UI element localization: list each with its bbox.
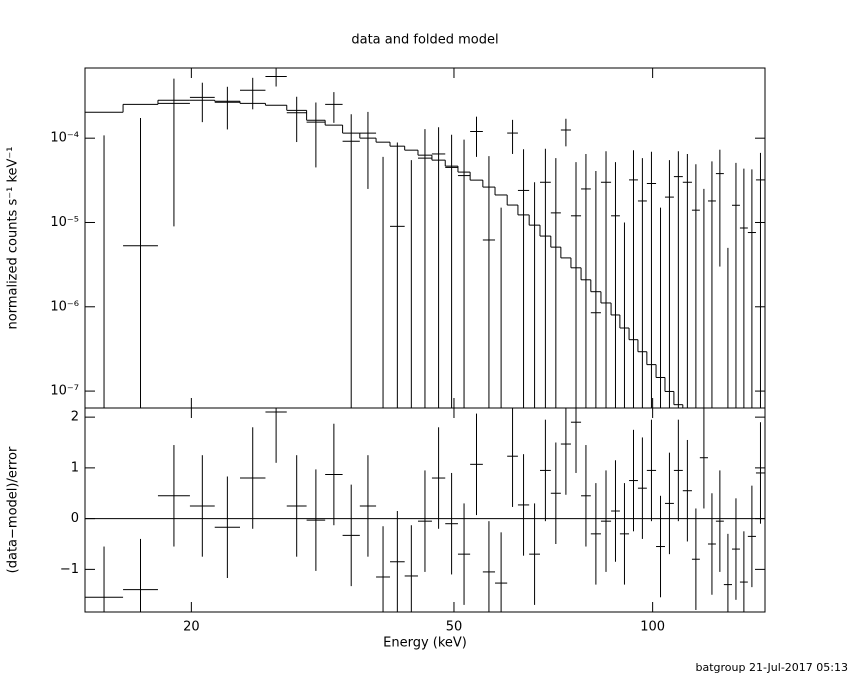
- y-tick-label: 10⁻⁶: [50, 299, 79, 314]
- footer: batgroup 21-Jul-2017 05:13: [696, 661, 849, 674]
- x-tick-label: 100: [640, 620, 665, 635]
- y-tick-label: 10⁻⁵: [50, 215, 79, 230]
- y-axis-label: normalized counts s⁻¹ keV⁻¹: [6, 147, 21, 330]
- y-tick-label: 10⁻⁷: [50, 384, 79, 399]
- x-tick-label: 50: [446, 620, 463, 635]
- chart-title: data and folded model: [351, 33, 498, 48]
- axes: 10⁻⁷ 10⁻⁶ 10⁻⁵ 10⁻⁴ −1 0 1 2 20 50 100: [50, 68, 765, 635]
- y-tick-label: 1: [71, 460, 79, 475]
- y-axis-label: (data−model)/error: [6, 446, 21, 573]
- top-panel: [85, 68, 765, 408]
- y-tick-label: −1: [60, 562, 79, 577]
- bottom-panel: [85, 408, 765, 612]
- y-tick-label: 10⁻⁴: [50, 131, 79, 146]
- y-tick-label: 2: [71, 410, 79, 425]
- y-tick-label: 0: [71, 511, 79, 526]
- plot-frame: [84, 67, 766, 613]
- x-axis-label: Energy (keV): [383, 636, 467, 651]
- x-tick-label: 20: [183, 620, 200, 635]
